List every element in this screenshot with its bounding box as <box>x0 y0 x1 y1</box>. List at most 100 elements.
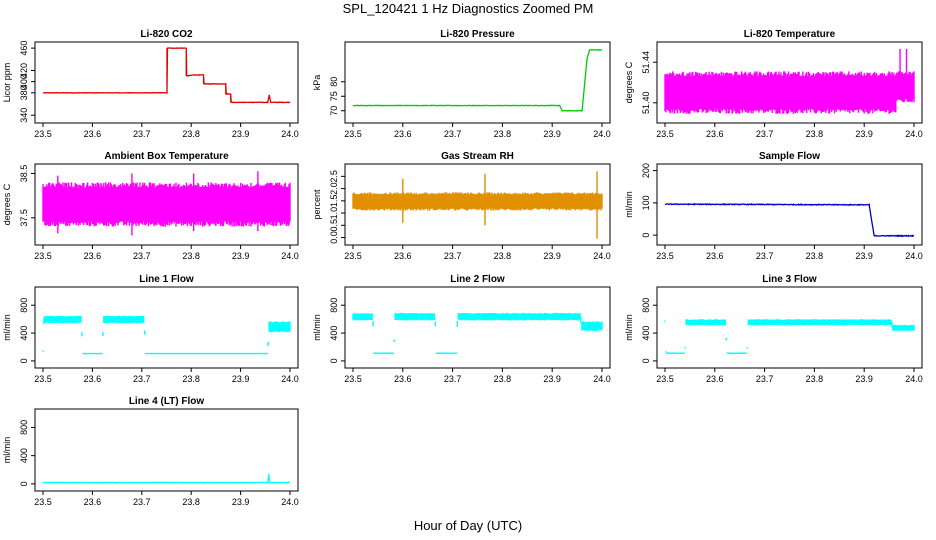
x-tick-label: 23.6 <box>394 251 412 261</box>
x-tick-label: 23.7 <box>133 497 151 507</box>
y-tick-label: 0.0 <box>329 231 339 244</box>
x-tick-label: 24.0 <box>593 374 611 384</box>
x-tick-label: 23.8 <box>494 251 512 261</box>
x-tick-label: 23.6 <box>84 251 102 261</box>
y-tick-label: 420 <box>19 63 29 78</box>
y-tick-label: 38.5 <box>19 165 29 183</box>
x-tick-label: 24.0 <box>593 129 611 139</box>
x-tick-label: 23.9 <box>232 497 250 507</box>
y-tick-label: 380 <box>19 85 29 100</box>
panel-title: Li-820 CO2 <box>140 29 193 40</box>
x-tick-label: 23.8 <box>182 251 200 261</box>
plot-area <box>352 171 603 239</box>
series-line <box>664 202 915 238</box>
x-tick-label: 23.5 <box>34 251 52 261</box>
x-tick-label: 23.6 <box>706 251 724 261</box>
y-tick-label: 2.5 <box>329 170 339 183</box>
panel-frame <box>34 286 299 369</box>
y-tick-label: 400 <box>19 74 29 89</box>
plot-area <box>664 49 915 114</box>
panel-title: Li-820 Pressure <box>440 29 515 40</box>
x-tick-label: 23.5 <box>34 497 52 507</box>
panel-frame <box>656 163 923 246</box>
y-tick-label: 0 <box>641 233 651 238</box>
x-tick-label: 23.9 <box>543 374 561 384</box>
y-axis-label: ml/min <box>2 437 12 464</box>
series-line <box>352 48 603 112</box>
y-tick-label: 400 <box>19 326 29 341</box>
y-tick-label: 460 <box>19 41 29 56</box>
y-tick-label: 70 <box>329 106 339 116</box>
x-tick-label: 23.9 <box>855 129 873 139</box>
x-tick-label: 23.7 <box>133 374 151 384</box>
plot-area <box>664 202 915 238</box>
panel-frame <box>34 41 299 124</box>
panel-title: Gas Stream RH <box>441 151 514 162</box>
panel-title: Line 1 Flow <box>139 274 194 285</box>
x-tick-label: 23.8 <box>182 129 200 139</box>
x-tick-label: 23.9 <box>232 374 250 384</box>
panel-title: Line 4 (LT) Flow <box>129 396 205 407</box>
x-tick-label: 24.0 <box>281 497 299 507</box>
plot-area <box>42 473 291 484</box>
x-tick-label: 23.8 <box>182 497 200 507</box>
y-tick-label: 400 <box>19 448 29 463</box>
y-tick-label: 0 <box>329 358 339 363</box>
x-tick-label: 23.7 <box>756 129 774 139</box>
panel-8: Line 2 Flow ml/min 23.5 23.6 23.7 23.8 23.9 24.… <box>312 274 611 384</box>
series-band <box>664 319 915 354</box>
panel-frame <box>344 41 611 124</box>
panel-frame <box>656 41 923 124</box>
x-tick-label: 23.8 <box>494 129 512 139</box>
y-tick-label: 340 <box>19 108 29 123</box>
panel-frame <box>344 286 611 369</box>
page-title: SPL_120421 1 Hz Diagnostics Zoomed PM <box>342 1 594 16</box>
panel-frame <box>34 408 299 492</box>
x-tick-label: 23.8 <box>494 374 512 384</box>
panel-6: Sample Flow ml/min 23.5 23.6 23.7 23.8 23.9 24.… <box>624 151 923 261</box>
panel-title: Line 3 Flow <box>762 274 817 285</box>
panel-frame <box>34 163 299 246</box>
x-tick-label: 23.7 <box>133 129 151 139</box>
plot-area <box>352 48 603 112</box>
x-tick-label: 23.7 <box>444 374 462 384</box>
y-axis-label: degrees C <box>624 61 634 103</box>
x-tick-label: 23.5 <box>656 251 674 261</box>
panel-2: Li-820 Pressure kPa 23.5 23.6 23.7 23.8 23.9 24… <box>312 29 611 139</box>
x-tick-label: 23.9 <box>232 251 250 261</box>
panel-7: Line 1 Flow ml/min 23.5 23.6 23.7 23.8 23.9 24.… <box>2 274 299 384</box>
x-tick-label: 23.5 <box>656 374 674 384</box>
y-tick-label: 0.5 <box>329 219 339 232</box>
x-tick-label: 23.9 <box>543 251 561 261</box>
x-tick-label: 23.6 <box>394 374 412 384</box>
series-band <box>42 315 291 355</box>
x-tick-label: 23.6 <box>706 129 724 139</box>
y-tick-label: 800 <box>19 420 29 435</box>
series-band <box>352 171 603 239</box>
panel-frame <box>656 286 923 369</box>
x-tick-label: 23.9 <box>543 129 561 139</box>
y-tick-label: 2.0 <box>329 182 339 195</box>
panel-title: Ambient Box Temperature <box>104 151 229 162</box>
y-tick-label: 0 <box>641 358 651 363</box>
y-axis-label: percent <box>312 189 322 220</box>
y-axis-label: kPa <box>312 75 322 91</box>
series-band <box>42 171 291 236</box>
x-tick-label: 23.6 <box>394 129 412 139</box>
x-tick-label: 23.7 <box>756 251 774 261</box>
x-tick-label: 24.0 <box>905 251 923 261</box>
plot-area <box>664 319 915 354</box>
panel-title: Sample Flow <box>759 151 820 162</box>
y-tick-label: 0 <box>19 358 29 363</box>
x-tick-label: 23.5 <box>34 129 52 139</box>
y-tick-label: 800 <box>641 298 651 313</box>
y-tick-label: 51.44 <box>641 51 651 74</box>
x-tick-label: 23.5 <box>34 374 52 384</box>
x-tick-label: 24.0 <box>905 374 923 384</box>
x-tick-label: 23.6 <box>706 374 724 384</box>
y-tick-label: 1.5 <box>329 195 339 208</box>
panel-1: Li-820 CO2 Licor ppm 23.5 23.6 23.7 23.8 23.9 2… <box>2 29 299 139</box>
y-tick-label: 1.0 <box>329 207 339 220</box>
x-tick-label: 23.5 <box>344 251 362 261</box>
